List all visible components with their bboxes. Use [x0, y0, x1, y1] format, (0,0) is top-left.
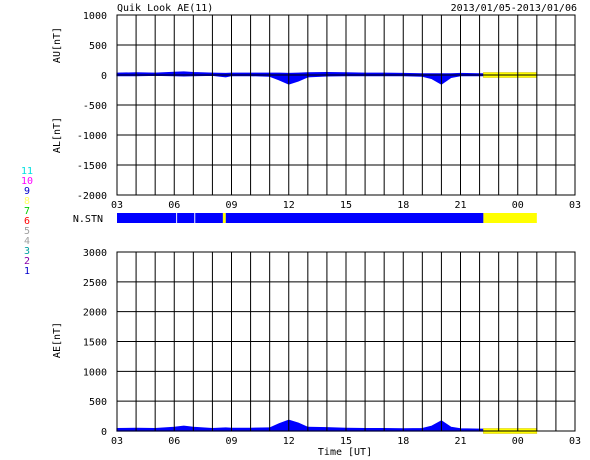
au-al-y-tick-label: 500: [89, 41, 107, 52]
ae-axis-label: AE[nT]: [52, 322, 63, 358]
ae-x-tick-label: 21: [454, 436, 466, 447]
ae-x-tick-label: 15: [340, 436, 352, 447]
legend-station-count: 9: [24, 186, 30, 197]
ae-x-tick-label: 03: [111, 436, 123, 447]
au-al-x-tick-label: 12: [283, 200, 295, 211]
ae-x-tick-label: 09: [225, 436, 237, 447]
au-al-panel: 1000 500 0 -500 -1000 -1500 -2000 03 06 09 12 15 18 2…: [52, 11, 581, 211]
au-al-x-tick-label: 21: [454, 200, 466, 211]
au-al-y-tick-label: -500: [83, 101, 107, 112]
legend-station-count: 11: [21, 166, 33, 177]
ae-y-tick-label: 500: [89, 397, 107, 408]
station-bar-segment-provisional: [222, 213, 226, 223]
au-al-x-tick-label: 06: [168, 200, 180, 211]
au-al-x-tick-label: 18: [397, 200, 409, 211]
ae-tick-labels: 3000 2500 2000 1500 1000 500 0 03 06 09 12 15 18 21 00…: [83, 248, 581, 447]
legend-station-count: 8: [24, 196, 30, 207]
legend-station-count: 6: [24, 216, 30, 227]
au-al-gridlines: [116, 14, 576, 196]
station-bar-segment-provisional: [483, 213, 537, 223]
ae-plot-frame: [116, 251, 576, 432]
al-axis-label: AL[nT]: [52, 117, 63, 153]
ae-x-tick-label: 03: [569, 436, 581, 447]
legend-station-count: 7: [24, 206, 30, 217]
x-axis-label: Time [UT]: [318, 447, 372, 458]
station-bar-panel: N.STN: [73, 213, 537, 225]
au-al-y-tick-label: -1500: [77, 161, 107, 172]
ae-y-tick-label: 1500: [83, 338, 107, 349]
ae-y-tick-label: 2000: [83, 308, 107, 319]
legend-station-count: 10: [21, 176, 33, 187]
station-bar: [117, 213, 537, 223]
station-bar-segment-data: [177, 213, 195, 223]
au-al-x-tick-label: 00: [512, 200, 524, 211]
ae-gridlines: [116, 251, 576, 432]
legend-station-count: 4: [24, 236, 30, 247]
au-al-series-2: [116, 74, 484, 85]
chart-title: Quik Look AE(11): [117, 3, 213, 14]
au-al-x-tick-label: 03: [569, 200, 581, 211]
legend-station-count: 2: [24, 256, 30, 267]
ae-y-tick-label: 3000: [83, 248, 107, 259]
au-al-x-tick-label: 09: [225, 200, 237, 211]
ae-series-1: [116, 419, 484, 432]
legend-station-count: 3: [24, 246, 30, 257]
ae-x-tick-label: 18: [397, 436, 409, 447]
station-bar-segment-data: [117, 213, 177, 223]
ae-x-tick-label: 06: [168, 436, 180, 447]
stn-label: N.STN: [73, 214, 103, 225]
au-al-x-tick-label: 03: [111, 200, 123, 211]
au-al-y-tick-label: 1000: [83, 11, 107, 22]
ae-y-tick-label: 0: [101, 427, 107, 438]
au-al-series-1: [116, 71, 484, 76]
au-al-y-tick-label: -1000: [77, 131, 107, 142]
ae-y-tick-label: 2500: [83, 278, 107, 289]
au-al-tick-labels: 1000 500 0 -500 -1000 -1500 -2000 03 06 09 12 15 18 2…: [77, 11, 581, 211]
date-range: 2013/01/05-2013/01/06: [451, 3, 577, 14]
au-al-x-tick-label: 15: [340, 200, 352, 211]
ae-x-tick-label: 00: [512, 436, 524, 447]
au-al-y-tick-label: 0: [101, 71, 107, 82]
ae-x-tick-label: 12: [283, 436, 295, 447]
au-al-y-tick-label: -2000: [77, 191, 107, 202]
legend-station-count: 1: [24, 266, 30, 277]
au-al-plot-frame: [116, 14, 576, 196]
au-axis-label: AU[nT]: [52, 27, 63, 63]
station-bar-segment-data: [195, 213, 223, 223]
ae-panel: 3000 2500 2000 1500 1000 500 0 03 06 09 12 15 18 21 00…: [52, 248, 581, 458]
station-bar-segment-data: [225, 213, 484, 223]
legend-station-count: 5: [24, 226, 30, 237]
ae-y-tick-label: 1000: [83, 367, 107, 378]
